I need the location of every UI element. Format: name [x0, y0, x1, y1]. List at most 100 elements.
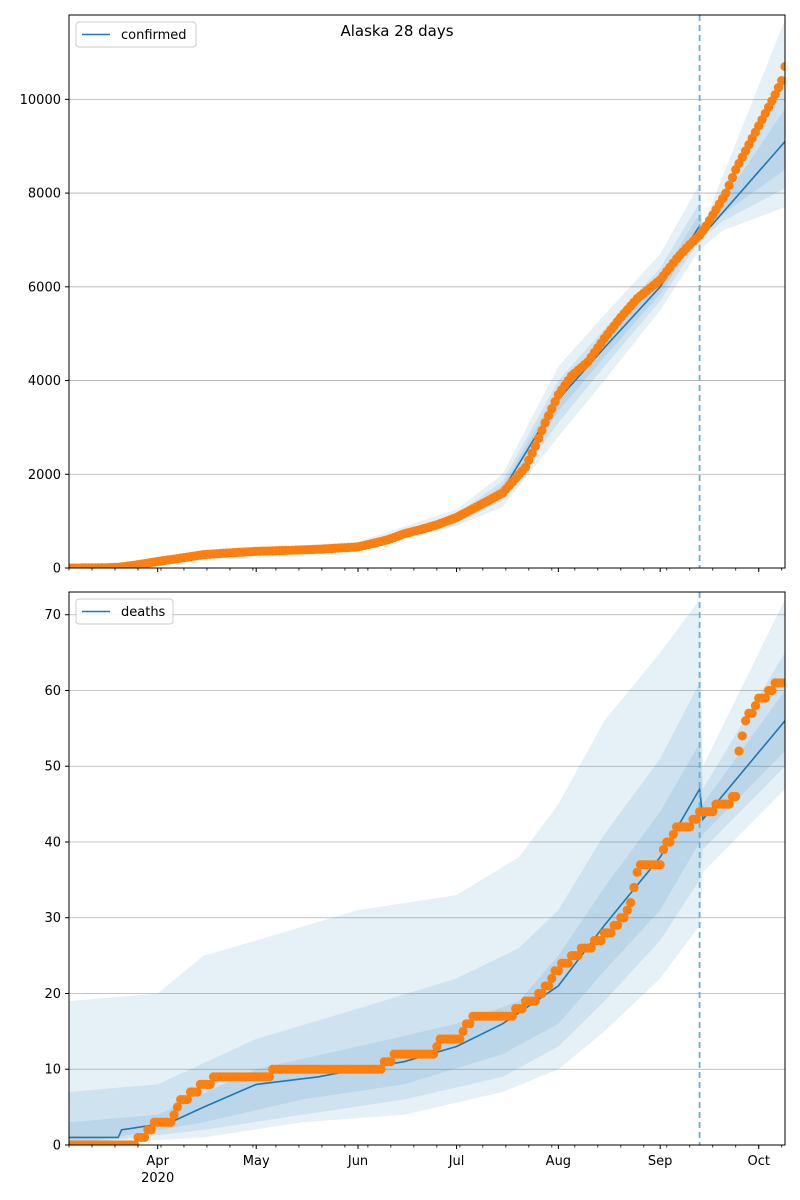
observed-point [537, 425, 547, 436]
y-tick-label: 0 [53, 562, 61, 577]
observed-point [596, 935, 606, 946]
observed-point [665, 837, 675, 847]
y-tick-label: 6000 [28, 280, 61, 295]
observed-point [612, 920, 623, 930]
observed-point [376, 1064, 386, 1074]
confidence-band-outer [69, 599, 785, 1145]
deaths-panel: 0 10 20 30 40 50 60 70 Apr 2020 May Jun Jul Aug Sep Oct… [44, 591, 786, 1186]
observed-point [550, 397, 560, 407]
observed-point [537, 988, 547, 999]
observed-point [192, 1087, 202, 1097]
observed-point [586, 943, 596, 953]
observed-point [747, 708, 757, 718]
observed-point [553, 966, 563, 976]
observed-point [530, 996, 540, 1006]
observed-point [432, 1041, 442, 1052]
observed-point [727, 172, 738, 183]
observed-point [731, 791, 741, 802]
observed-point [737, 731, 747, 741]
x-tick-label: Jun [347, 1154, 368, 1169]
x-tick-label: Oct [747, 1154, 769, 1169]
plot-background [69, 15, 785, 568]
y-tick-label: 10 [44, 1063, 61, 1078]
observed-point [527, 448, 537, 458]
observed-point [517, 1004, 527, 1014]
observed-point [386, 1057, 396, 1067]
observed-point [606, 928, 616, 938]
observed-point [724, 180, 734, 190]
observed-point [724, 799, 734, 809]
chart-title: Alaska 28 days [340, 22, 453, 40]
plot-area [69, 15, 785, 568]
observed-point [520, 462, 531, 472]
observed-point [770, 90, 780, 100]
observed-point [563, 958, 573, 968]
observed-point [172, 1102, 182, 1112]
observed-point [530, 441, 540, 451]
observed-point [543, 981, 554, 991]
x-tick-sublabel: 2020 [141, 1171, 174, 1186]
plot-area [69, 592, 785, 1145]
confidence-band-middle [69, 652, 785, 1145]
observed-point [182, 1094, 192, 1105]
observed-point [455, 1034, 465, 1044]
observed-point [780, 678, 785, 688]
observed-point [507, 1011, 517, 1021]
axes-frame [68, 591, 786, 1146]
legend-box [75, 21, 197, 48]
x-tick-label: Apr [146, 1154, 169, 1169]
observed-point [685, 822, 695, 832]
observed-point [632, 867, 642, 877]
observed-point [465, 1019, 475, 1029]
y-tick-label: 8000 [28, 187, 61, 202]
observed-point [780, 61, 785, 72]
observed-point [750, 701, 761, 711]
x-tick-label: Sep [648, 1154, 673, 1169]
x-tick-label: Aug [546, 1154, 571, 1169]
observed-point [169, 1110, 179, 1120]
y-tick-label: 0 [53, 1139, 61, 1154]
observed-point [626, 897, 636, 908]
observed-point [655, 860, 665, 870]
observed-point [547, 404, 557, 414]
observed-point [264, 1072, 274, 1082]
y-tick-label: 10000 [20, 93, 61, 108]
observed-point [622, 905, 632, 915]
observed-point [547, 973, 557, 983]
observed-point [428, 1049, 439, 1059]
y-tick-label: 4000 [28, 374, 61, 389]
observed-point [777, 76, 785, 86]
observed-point [205, 1079, 215, 1089]
observed-point [740, 716, 751, 726]
observed-point [139, 1132, 150, 1143]
observed-point [760, 693, 770, 703]
observed-point [691, 814, 701, 824]
legend-box [75, 598, 174, 625]
observed-point [721, 188, 731, 198]
confirmed-panel: 0 2000 4000 6000 8000 10000 Alaska 28 days conf… [20, 14, 786, 577]
observed-point [540, 418, 550, 428]
x-tick-label: May [243, 1154, 270, 1169]
observed-point [573, 951, 583, 961]
y-tick-label: 70 [44, 608, 61, 623]
observed-point [166, 1117, 176, 1127]
legend: confirmed [75, 21, 197, 48]
observed-point [458, 1026, 468, 1036]
observed-point [534, 433, 544, 443]
legend: deaths [75, 598, 174, 625]
y-tick-label: 2000 [28, 468, 61, 483]
legend-label: confirmed [121, 28, 187, 43]
observed-point [658, 844, 669, 855]
observed-point [668, 829, 678, 840]
observed-point [708, 807, 718, 817]
axes-frame [68, 14, 786, 569]
observed-point [629, 882, 639, 893]
y-tick-label: 50 [44, 760, 61, 775]
legend-label: deaths [121, 605, 166, 620]
observed-point [734, 746, 744, 756]
observed-point [543, 411, 554, 421]
observed-point [773, 83, 784, 93]
observed-point [524, 455, 534, 465]
y-tick-label: 60 [44, 684, 61, 699]
